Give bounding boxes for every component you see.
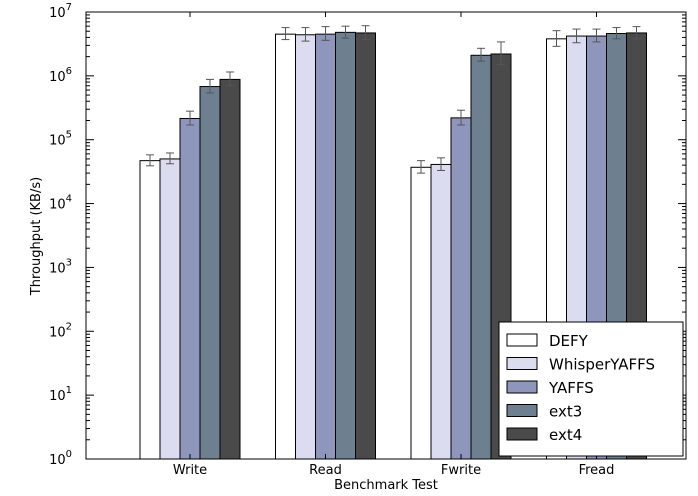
legend-swatch-whisperyaffs xyxy=(506,357,538,370)
x-tick-label: Fread xyxy=(579,463,615,478)
bar-write-defy xyxy=(139,160,161,460)
bar-fwrite-ext3 xyxy=(470,54,492,460)
y-tick-label: 102 xyxy=(49,321,72,340)
y-tick-label: 103 xyxy=(49,257,72,276)
x-tick-label: Read xyxy=(309,463,342,478)
x-tick-label: Write xyxy=(173,463,207,478)
legend-label-yaffs: YAFFS xyxy=(548,379,594,397)
bar-read-ext4 xyxy=(355,32,376,460)
x-axis-label: Benchmark Test xyxy=(334,478,438,493)
legend-swatch-yaffs xyxy=(506,380,538,394)
bar-read-whisperyaffs xyxy=(295,34,316,460)
bar-fwrite-whisperyaffs xyxy=(430,163,452,460)
bar-read-yaffs xyxy=(315,33,336,460)
y-tick-label: 104 xyxy=(49,194,72,213)
legend-label-ext3: ext3 xyxy=(549,403,582,421)
bar-read-defy xyxy=(275,33,296,460)
bar-write-ext3 xyxy=(199,86,221,460)
bar-write-yaffs xyxy=(179,117,201,460)
bars-group xyxy=(139,31,647,460)
x-tick-label: Fwrite xyxy=(441,463,481,478)
legend-label-defy: DEFY xyxy=(549,332,589,350)
bar-write-whisperyaffs xyxy=(159,158,181,460)
legend-swatch-defy xyxy=(506,333,538,347)
y-tick-label: 107 xyxy=(49,2,72,21)
y-axis-label: Throughput (KB/s) xyxy=(29,177,44,296)
y-tick-label: 105 xyxy=(49,130,72,149)
bar-read-ext3 xyxy=(335,31,356,460)
bar-fwrite-defy xyxy=(410,166,432,460)
legend-label-ext4: ext4 xyxy=(549,426,582,444)
legend-swatch-ext3 xyxy=(506,404,538,417)
y-tick-label: 101 xyxy=(49,385,72,404)
y-tick-label: 100 xyxy=(49,449,72,468)
y-tick-label: 106 xyxy=(49,66,72,85)
legend-swatch-ext4 xyxy=(506,427,538,441)
error-bars-group xyxy=(146,25,641,174)
bar-write-ext4 xyxy=(219,78,241,460)
plot-frame xyxy=(85,11,687,460)
legend: DEFY WhisperYAFFS YAFFS ext3 ext4 xyxy=(498,321,684,457)
bar-fwrite-yaffs xyxy=(450,117,472,460)
legend-label-whisperyaffs: WhisperYAFFS xyxy=(549,356,655,374)
